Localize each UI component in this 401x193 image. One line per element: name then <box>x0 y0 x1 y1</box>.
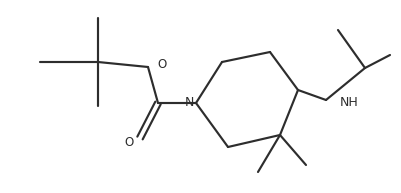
Text: NH: NH <box>339 96 358 109</box>
Text: O: O <box>124 135 134 148</box>
Text: N: N <box>184 96 193 109</box>
Text: O: O <box>157 58 166 71</box>
